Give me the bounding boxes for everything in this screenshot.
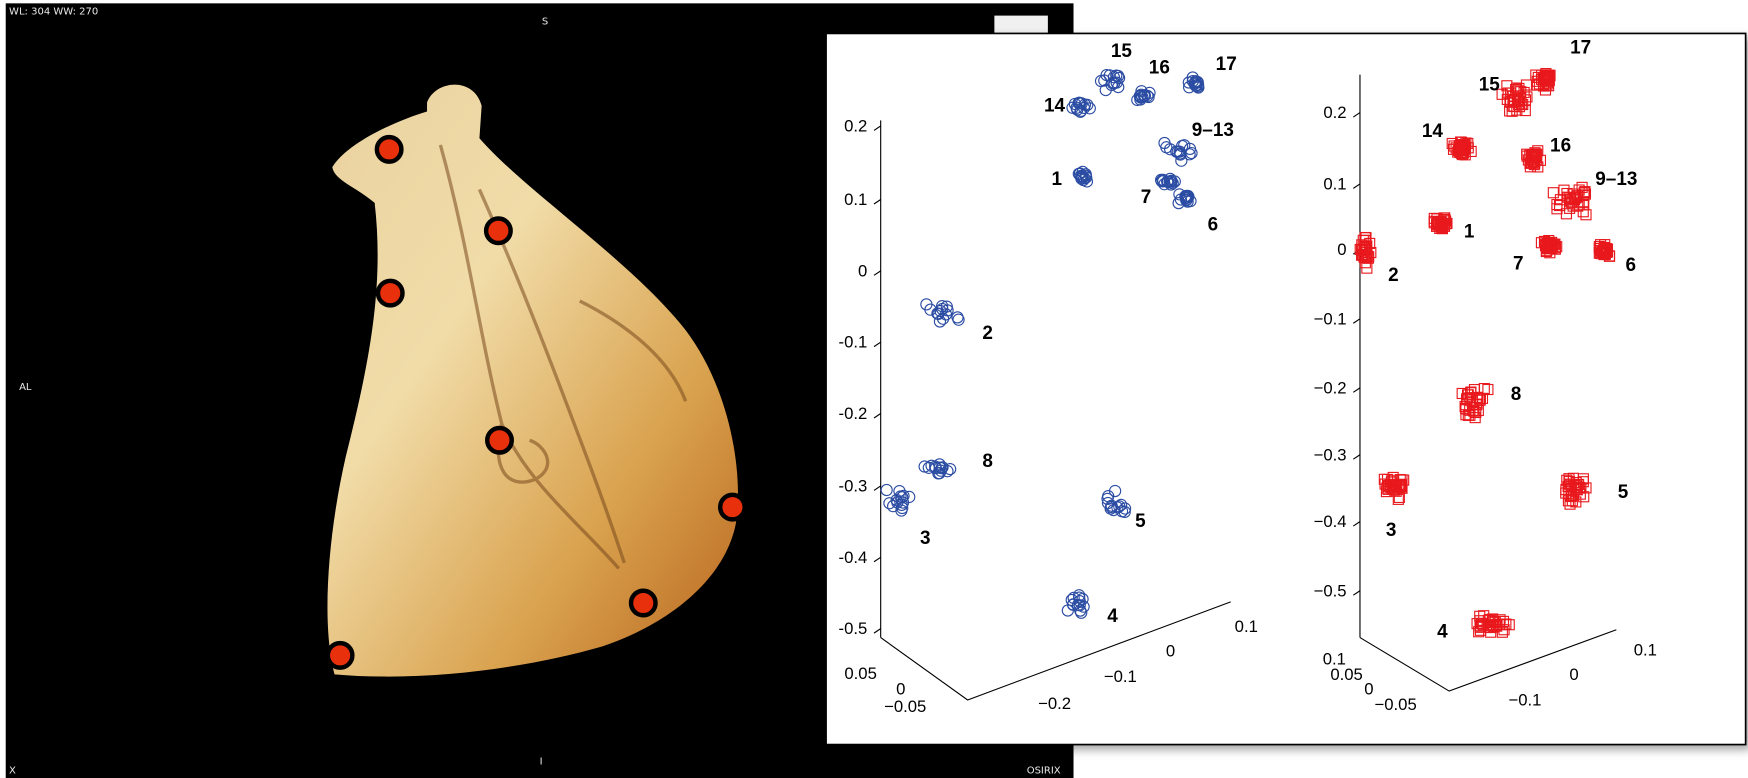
figure: WL: 304 WW: 270 S AL I X OSIRIX 0.2 0.1 0 -… bbox=[0, 0, 1748, 778]
corner-label: X bbox=[9, 766, 16, 777]
cluster-label: 16 bbox=[1550, 136, 1571, 157]
y-tick-label: 0.1 bbox=[1323, 174, 1346, 193]
orientation-left: AL bbox=[19, 382, 32, 393]
landmark bbox=[378, 281, 403, 306]
cluster-label: 3 bbox=[1386, 520, 1397, 541]
depth-tick-label: 0 bbox=[896, 679, 905, 698]
cluster-label: 5 bbox=[1135, 511, 1146, 532]
y-tick-label: 0.1 bbox=[844, 190, 867, 209]
y-tick-label: −0.2 bbox=[1314, 378, 1347, 397]
y-tick-label: 0 bbox=[1337, 240, 1346, 259]
y-tick-label: −0.4 bbox=[1314, 512, 1347, 531]
depth-tick-label: 0 bbox=[1364, 679, 1373, 698]
y-tick-label: 0 bbox=[858, 261, 867, 280]
x-tick-label: −0.1 bbox=[1104, 667, 1137, 686]
cluster-label: 15 bbox=[1479, 74, 1500, 95]
y-tick-label: -0.5 bbox=[839, 619, 868, 638]
cluster-label: 7 bbox=[1513, 254, 1524, 275]
cluster-label: 8 bbox=[1511, 384, 1522, 405]
cluster-label: 17 bbox=[1570, 38, 1591, 59]
cluster-label: 3 bbox=[920, 528, 931, 549]
cluster-label: 9–13 bbox=[1595, 169, 1637, 190]
cluster-label: 1 bbox=[1052, 169, 1063, 190]
x-tick-label: 0.1 bbox=[1235, 617, 1258, 636]
landmark bbox=[720, 495, 745, 520]
cluster-label: 6 bbox=[1208, 215, 1219, 236]
y-tick-label: -0.2 bbox=[839, 404, 868, 423]
cluster-label: 14 bbox=[1044, 95, 1066, 116]
cluster-label: 2 bbox=[982, 323, 993, 344]
x-tick-label: 0 bbox=[1569, 665, 1578, 684]
page: {"viewer": {"window_level": "WL: 304 WW:… bbox=[0, 0, 1748, 778]
cluster-label: 15 bbox=[1111, 41, 1132, 62]
y-tick-label: -0.1 bbox=[839, 333, 868, 352]
plot-panel bbox=[826, 33, 1746, 744]
cluster-label: 6 bbox=[1626, 255, 1637, 276]
depth-tick-label: 0.05 bbox=[1330, 665, 1363, 684]
cluster-label: 1 bbox=[1464, 221, 1475, 242]
cluster-label: 7 bbox=[1141, 187, 1152, 208]
y-tick-label: -0.3 bbox=[839, 477, 868, 496]
cluster-label: 2 bbox=[1388, 265, 1399, 286]
cluster bbox=[1429, 213, 1452, 234]
landmark bbox=[377, 137, 402, 162]
cluster-label: 14 bbox=[1422, 121, 1444, 142]
x-tick-label: 0.1 bbox=[1634, 640, 1657, 659]
landmark bbox=[486, 218, 511, 243]
logo: OSIRIX bbox=[1027, 766, 1061, 777]
y-tick-label: −0.5 bbox=[1314, 581, 1347, 600]
cluster-label: 17 bbox=[1216, 54, 1237, 75]
x-tick-label: −0.1 bbox=[1508, 691, 1541, 710]
y-tick-label: 0.2 bbox=[844, 117, 867, 136]
depth-tick-label: 0.05 bbox=[844, 664, 877, 683]
landmark bbox=[631, 591, 656, 616]
cluster-label: 16 bbox=[1149, 58, 1170, 79]
orientation-bottom: I bbox=[540, 757, 543, 768]
depth-tick-label: −0.05 bbox=[1375, 695, 1417, 714]
cluster-label: 4 bbox=[1437, 622, 1448, 643]
x-tick-label: 0 bbox=[1166, 642, 1175, 661]
cluster-label: 9–13 bbox=[1192, 120, 1234, 141]
window-level: WL: 304 WW: 270 bbox=[9, 6, 98, 17]
y-tick-label: −0.3 bbox=[1314, 445, 1347, 464]
y-tick-label: 0.2 bbox=[1323, 103, 1346, 122]
orientation-top: S bbox=[542, 17, 548, 28]
cluster-label: 5 bbox=[1618, 482, 1629, 503]
cluster-label: 8 bbox=[982, 451, 993, 472]
cluster-label: 4 bbox=[1107, 606, 1118, 627]
x-tick-label: −0.2 bbox=[1038, 694, 1071, 713]
y-tick-label: -0.4 bbox=[839, 548, 868, 567]
depth-tick-label: −0.05 bbox=[884, 697, 926, 716]
landmark bbox=[487, 428, 512, 453]
landmark bbox=[328, 643, 353, 668]
y-tick-label: −0.1 bbox=[1314, 309, 1347, 328]
